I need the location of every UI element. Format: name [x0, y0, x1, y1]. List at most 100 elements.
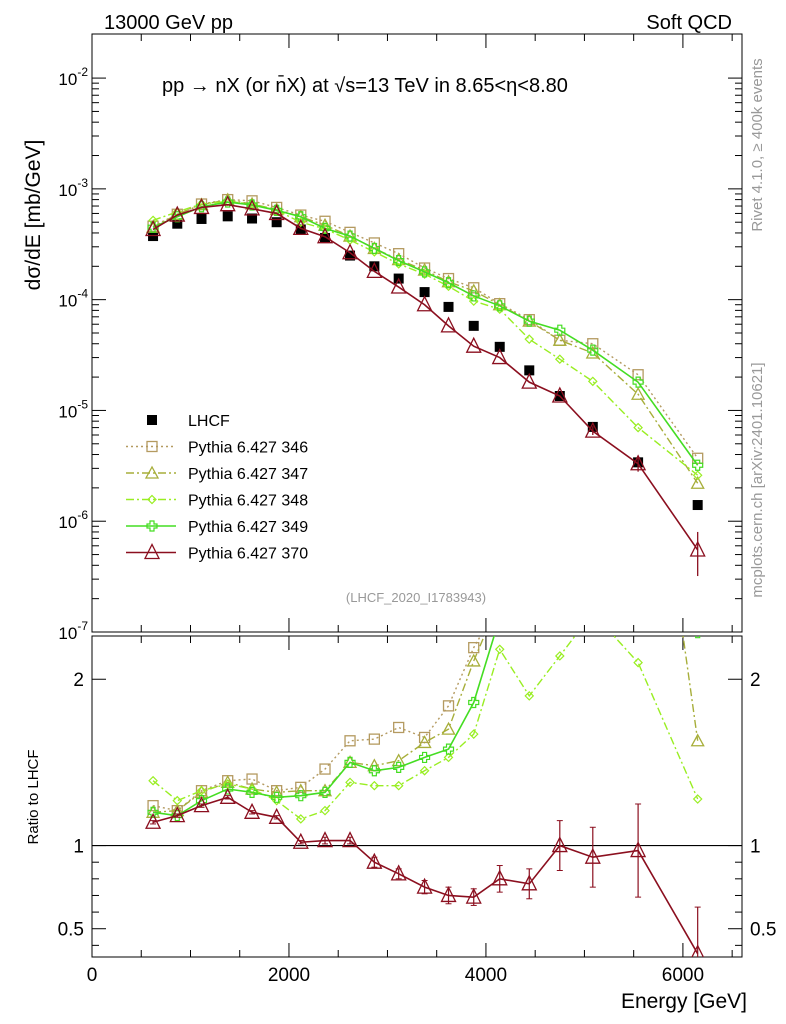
- ratio-point-p347: [494, 593, 506, 604]
- ytick-exponent: -5: [77, 397, 88, 411]
- point-LHCF: [524, 365, 535, 376]
- ratio-point-p348: [443, 752, 454, 763]
- ratio-point-p370: [341, 831, 359, 848]
- ratio-point-p348: [419, 765, 430, 776]
- ratio-point-p348: [320, 805, 330, 816]
- ratio-point-p346: [147, 799, 159, 812]
- ratio-ytick-label: 2: [73, 670, 84, 691]
- legend-marker-p370: [143, 543, 161, 560]
- ratio-point-p349: [246, 786, 258, 798]
- analysis-watermark: (LHCF_2020_I1783943): [346, 590, 486, 605]
- ytick-label: 10-7: [58, 619, 88, 643]
- ratio-point-p347: [587, 241, 599, 252]
- header-energy-label: 13000 GeV pp: [104, 12, 233, 34]
- ratio-ytick-label-right: 2: [750, 670, 761, 691]
- point-LHCF: [271, 217, 282, 228]
- ytick-exponent: -2: [77, 65, 88, 79]
- point-p346: [692, 452, 704, 464]
- point-p349: [587, 344, 599, 356]
- point-p370: [416, 295, 433, 312]
- point-LHCF: [692, 500, 703, 511]
- ratio-point-p370: [219, 787, 236, 804]
- rivet-side-label: Rivet 4.1.0, ≥ 400k events: [749, 58, 766, 231]
- point-LHCF: [369, 261, 380, 272]
- ratio-series-p370: [145, 787, 705, 957]
- point-p349: [494, 300, 506, 312]
- ratio-series-p349: [147, 192, 701, 822]
- ratio-series-p348: [148, 636, 703, 824]
- plot-title: pp → nX (or n̄X) at √s=13 TeV in 8.65<η<…: [162, 74, 568, 97]
- ratio-point-p370: [584, 847, 601, 864]
- ratio-point-p370: [630, 841, 647, 858]
- ratio-panel-frame: [91, 635, 743, 958]
- legend-entry-p348: Pythia 6.427 348: [126, 493, 308, 510]
- ratio-point-p348: [524, 691, 535, 701]
- ytick-exponent: -6: [77, 508, 88, 522]
- ratio-point-p348: [554, 651, 565, 661]
- point-LHCF: [222, 211, 233, 222]
- ratio-point-p348: [369, 780, 380, 791]
- point-p349: [368, 242, 380, 255]
- ratio-point-p346: [468, 641, 480, 654]
- ratio-point-p349: [442, 743, 455, 755]
- legend-label-LHCF: LHCF: [188, 413, 230, 430]
- point-p370: [193, 197, 210, 215]
- point-LHCF: [494, 341, 505, 352]
- point-p346: [319, 215, 331, 227]
- series-line-p349: [152, 201, 699, 466]
- legend-entry-p347: Pythia 6.427 347: [126, 465, 308, 483]
- ratio-point-p370: [243, 802, 261, 819]
- point-p347: [690, 475, 705, 489]
- legend-marker-p347: [144, 465, 160, 479]
- ratio-point-p370: [145, 812, 162, 829]
- legend-entry-LHCF: LHCF: [147, 413, 230, 430]
- ratio-point-p349: [495, 613, 505, 623]
- legend-entry-p370: Pythia 6.427 370: [126, 543, 308, 563]
- ratio-point-p370: [440, 886, 457, 903]
- point-p349: [468, 290, 480, 302]
- point-p349: [632, 376, 644, 388]
- series-line-p348: [152, 200, 699, 476]
- ratio-point-p346: [495, 598, 505, 608]
- ratio-point-p347: [554, 482, 566, 493]
- point-p349: [418, 266, 431, 278]
- ratio-line-p348: [152, 636, 699, 820]
- point-p348: [148, 215, 158, 226]
- ratio-point-p347: [417, 735, 432, 749]
- ratio-point-p370: [551, 836, 568, 853]
- ytick-exponent: -7: [77, 619, 88, 633]
- ratio-point-p370: [268, 807, 285, 824]
- ratio-point-p348: [295, 814, 306, 824]
- legend-entry-p349: Pythia 6.427 349: [126, 519, 308, 536]
- ratio-point-p346: [295, 781, 307, 794]
- point-p348: [554, 354, 565, 365]
- xtick-label: 2000: [268, 965, 310, 986]
- point-p370: [292, 218, 309, 236]
- point-p348: [295, 217, 306, 228]
- ratio-point-p348: [172, 795, 183, 806]
- ytick-exponent: -3: [77, 176, 88, 190]
- ratio-point-p346: [524, 531, 534, 541]
- point-p370: [390, 277, 407, 294]
- xtick-label: 6000: [662, 965, 704, 986]
- point-p370: [316, 227, 334, 244]
- ratio-point-p348: [148, 775, 158, 786]
- main-panel-frame: [91, 33, 743, 633]
- ratio-point-p346: [344, 735, 356, 747]
- ratio-point-p349: [468, 696, 480, 709]
- point-LHCF: [172, 218, 183, 229]
- point-p370: [243, 199, 261, 216]
- ratio-line-p370: [152, 796, 699, 955]
- ratio-point-p370: [691, 944, 705, 957]
- xtick-label: 0: [87, 965, 98, 986]
- ratio-point-p346: [319, 763, 331, 775]
- legend-marker-p346: [146, 440, 158, 453]
- legend-label-p348: Pythia 6.427 348: [188, 493, 308, 510]
- ytick-label: 10-3: [58, 176, 88, 200]
- ratio-point-p348: [633, 657, 643, 668]
- point-p370: [169, 205, 186, 222]
- ratio-point-p349: [588, 192, 598, 202]
- point-p349: [344, 230, 356, 242]
- ytick-label: 10-6: [58, 508, 88, 532]
